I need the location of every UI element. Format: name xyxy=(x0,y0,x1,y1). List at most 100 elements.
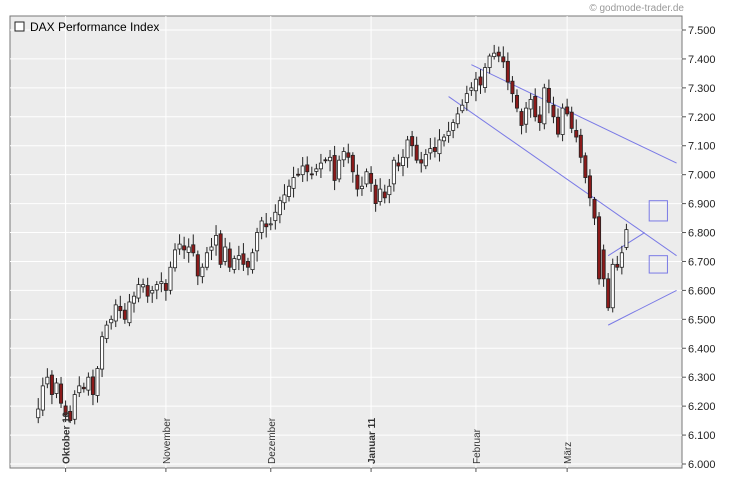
y-tick-label: 6.900 xyxy=(688,199,716,211)
candle-body xyxy=(227,248,232,268)
candle-body xyxy=(218,233,223,265)
candle-body xyxy=(405,139,410,159)
candle-body xyxy=(396,162,401,167)
candle-body xyxy=(195,254,200,277)
candle-body xyxy=(341,151,346,161)
candle-body xyxy=(300,165,305,176)
y-tick-label: 7.500 xyxy=(688,25,716,37)
candles xyxy=(36,44,629,425)
candle-body xyxy=(505,60,510,83)
candle-body xyxy=(364,171,369,185)
candle-body xyxy=(232,258,237,270)
credit-text: © godmode-trader.de xyxy=(589,3,684,14)
candle-body xyxy=(131,295,136,304)
candle-body xyxy=(104,324,109,339)
y-tick-label: 6.200 xyxy=(688,401,716,413)
candle-body xyxy=(624,229,629,248)
candle-body xyxy=(95,368,100,396)
x-month-label: November xyxy=(162,417,173,464)
candle-body xyxy=(68,410,73,421)
candle-body xyxy=(355,174,360,190)
candle-body xyxy=(36,408,41,419)
y-tick-label: 7.000 xyxy=(688,170,716,182)
candle-body xyxy=(583,155,588,178)
candle-body xyxy=(109,318,114,324)
x-month-label: Oktober 10 xyxy=(62,411,73,464)
plot-background xyxy=(9,15,683,469)
legend-swatch xyxy=(14,21,25,32)
candle-body xyxy=(382,191,387,199)
y-tick-label: 6.500 xyxy=(688,314,716,326)
candle-body xyxy=(305,164,310,173)
candle-body xyxy=(391,159,396,185)
candle-body xyxy=(464,93,469,103)
candle-body xyxy=(250,252,255,271)
candle-body xyxy=(282,194,287,204)
candle-body xyxy=(496,51,501,57)
candle-body xyxy=(337,159,342,180)
candle-body xyxy=(255,232,260,252)
candle-body xyxy=(63,405,68,416)
candle-body xyxy=(177,243,182,250)
candle-body xyxy=(259,220,264,233)
x-month-label: Dezember xyxy=(267,417,278,464)
candle-body xyxy=(163,283,168,291)
candle-body xyxy=(245,261,250,268)
candle-body xyxy=(59,383,64,404)
candle-body xyxy=(492,52,497,57)
candle-body xyxy=(400,156,405,166)
candle-body xyxy=(328,156,333,162)
x-axis: Oktober 10 November Dezember Januar 11 Febru… xyxy=(62,411,574,472)
candle-body xyxy=(619,252,624,268)
legend: DAX Performance Index xyxy=(14,20,159,34)
candle-body xyxy=(519,111,524,126)
candle-body xyxy=(473,78,478,92)
candle-body xyxy=(606,278,611,309)
candle-body xyxy=(560,107,565,135)
channel-line-upper xyxy=(471,64,677,164)
candle-body xyxy=(45,376,50,385)
candle-body xyxy=(359,185,364,190)
candle-body xyxy=(483,67,488,88)
candle-body xyxy=(268,223,273,226)
candle-body xyxy=(469,87,474,91)
candle-body xyxy=(514,94,519,109)
candle-body xyxy=(587,175,592,199)
candle-body xyxy=(127,301,132,324)
candle-body xyxy=(204,252,209,268)
chart-title: DAX Performance Index xyxy=(30,20,159,34)
candle-body xyxy=(350,154,355,173)
candle-body xyxy=(287,185,292,197)
candle-body xyxy=(578,134,583,158)
x-month-label: Februar xyxy=(472,428,483,464)
candle-body xyxy=(159,281,164,284)
candle-body xyxy=(373,184,378,204)
candle-body xyxy=(419,159,424,164)
candle-body xyxy=(451,122,456,131)
candle-body xyxy=(387,185,392,196)
y-tick-label: 7.100 xyxy=(688,141,716,153)
channel-line-flag-lower xyxy=(607,289,677,326)
target-box xyxy=(648,255,668,274)
candle-body xyxy=(136,284,141,299)
candle-body xyxy=(423,154,428,167)
channel-line-lower xyxy=(448,96,677,257)
y-axis: 6.000 6.100 6.200 6.300 6.400 6.500 6.600 6.700… xyxy=(682,25,716,471)
candle-body xyxy=(615,263,620,268)
candle-body xyxy=(150,289,155,294)
candle-body xyxy=(236,255,241,260)
candle-body xyxy=(597,216,602,280)
candle-body xyxy=(332,155,337,181)
candle-body xyxy=(173,249,178,269)
y-tick-label: 7.400 xyxy=(688,54,716,66)
y-tick-label: 6.700 xyxy=(688,256,716,268)
y-tick-label: 7.300 xyxy=(688,83,716,95)
y-tick-label: 6.000 xyxy=(688,459,716,471)
candle-body xyxy=(410,136,415,147)
candle-body xyxy=(273,211,278,222)
candle-body xyxy=(414,144,419,161)
candle-body xyxy=(378,188,383,203)
candle-body xyxy=(264,223,269,228)
x-month-label: Januar 11 xyxy=(367,417,378,464)
candle-body xyxy=(460,104,465,112)
